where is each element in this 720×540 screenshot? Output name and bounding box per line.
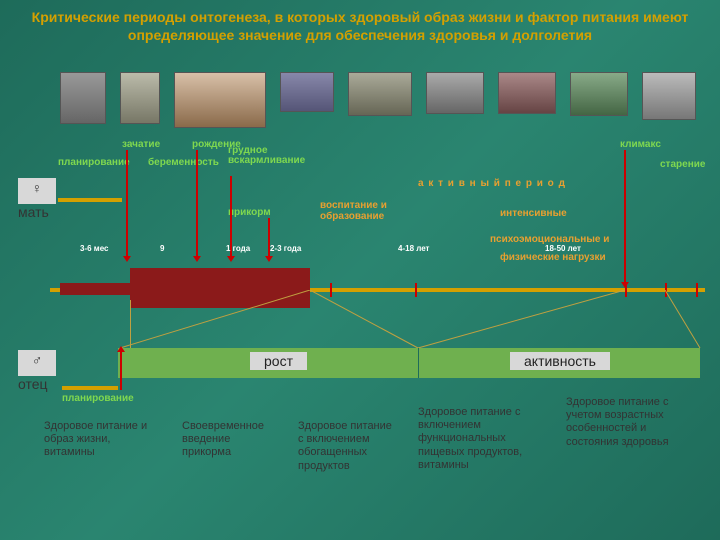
mother-symbol-box: ♀ — [18, 178, 56, 204]
arrow-conception — [126, 150, 128, 258]
stage-intensive: интенсивные — [500, 208, 567, 219]
stage-climax: климакс — [620, 140, 661, 150]
page-title: Критические периоды онтогенеза, в которы… — [0, 0, 720, 48]
green-band — [118, 348, 700, 378]
timeline-mother — [58, 198, 122, 202]
age-1850: 18-50 лет — [545, 244, 581, 253]
timeline-father — [62, 386, 118, 390]
photo-elderly — [642, 72, 696, 120]
band-divider — [418, 348, 419, 378]
photo-row — [60, 72, 700, 127]
photo-kids1 — [280, 72, 334, 112]
photo-breastfeed — [174, 72, 266, 128]
arrow-birth — [196, 150, 198, 258]
stage-physical: физические нагрузки — [500, 252, 606, 263]
stage-complementary: прикорм — [228, 208, 271, 218]
band-growth: рост — [250, 352, 307, 370]
bottom-text-2: Своевременное введение прикорма — [182, 420, 282, 460]
photo-planning — [60, 72, 106, 124]
mother-label: мать — [18, 204, 49, 220]
bottom-text-4: Здоровое питание с включением функционал… — [418, 406, 538, 472]
arrow-father — [120, 350, 122, 390]
stage-pregnancy: беременность — [148, 158, 228, 168]
age-9: 9 — [160, 244, 164, 253]
photo-adult — [498, 72, 556, 114]
age-36mo: 3-6 мес — [80, 244, 109, 253]
stage-planning: планирование — [58, 158, 128, 168]
bottom-text-1: Здоровое питание и образ жизни, витамины — [44, 420, 164, 460]
band-activity: активность — [510, 352, 610, 370]
stage-active-period: а к т и в н ы й п е р и о д — [418, 178, 566, 189]
photo-teen — [426, 72, 484, 114]
bottom-text-5: Здоровое питание с учетом возрастных осо… — [566, 396, 686, 449]
photo-sport — [570, 72, 628, 116]
age-23yr: 2-3 года — [270, 244, 301, 253]
father-label: отец — [18, 376, 48, 392]
age-418: 4-18 лет — [398, 244, 429, 253]
stage-education: воспитание и образование — [320, 200, 420, 222]
bottom-text-3: Здоровое питание с включением обогащенны… — [298, 420, 398, 473]
stage-conception: зачатие — [122, 140, 160, 150]
stage-aging: старение — [660, 160, 705, 170]
stage-planning-father: планирование — [62, 394, 132, 404]
photo-kids2 — [348, 72, 412, 116]
stage-breastfeeding: грудное вскармливание — [228, 146, 308, 166]
arrow-climax — [624, 150, 626, 284]
age-1yr: 1 года — [226, 244, 250, 253]
photo-pregnancy — [120, 72, 160, 124]
